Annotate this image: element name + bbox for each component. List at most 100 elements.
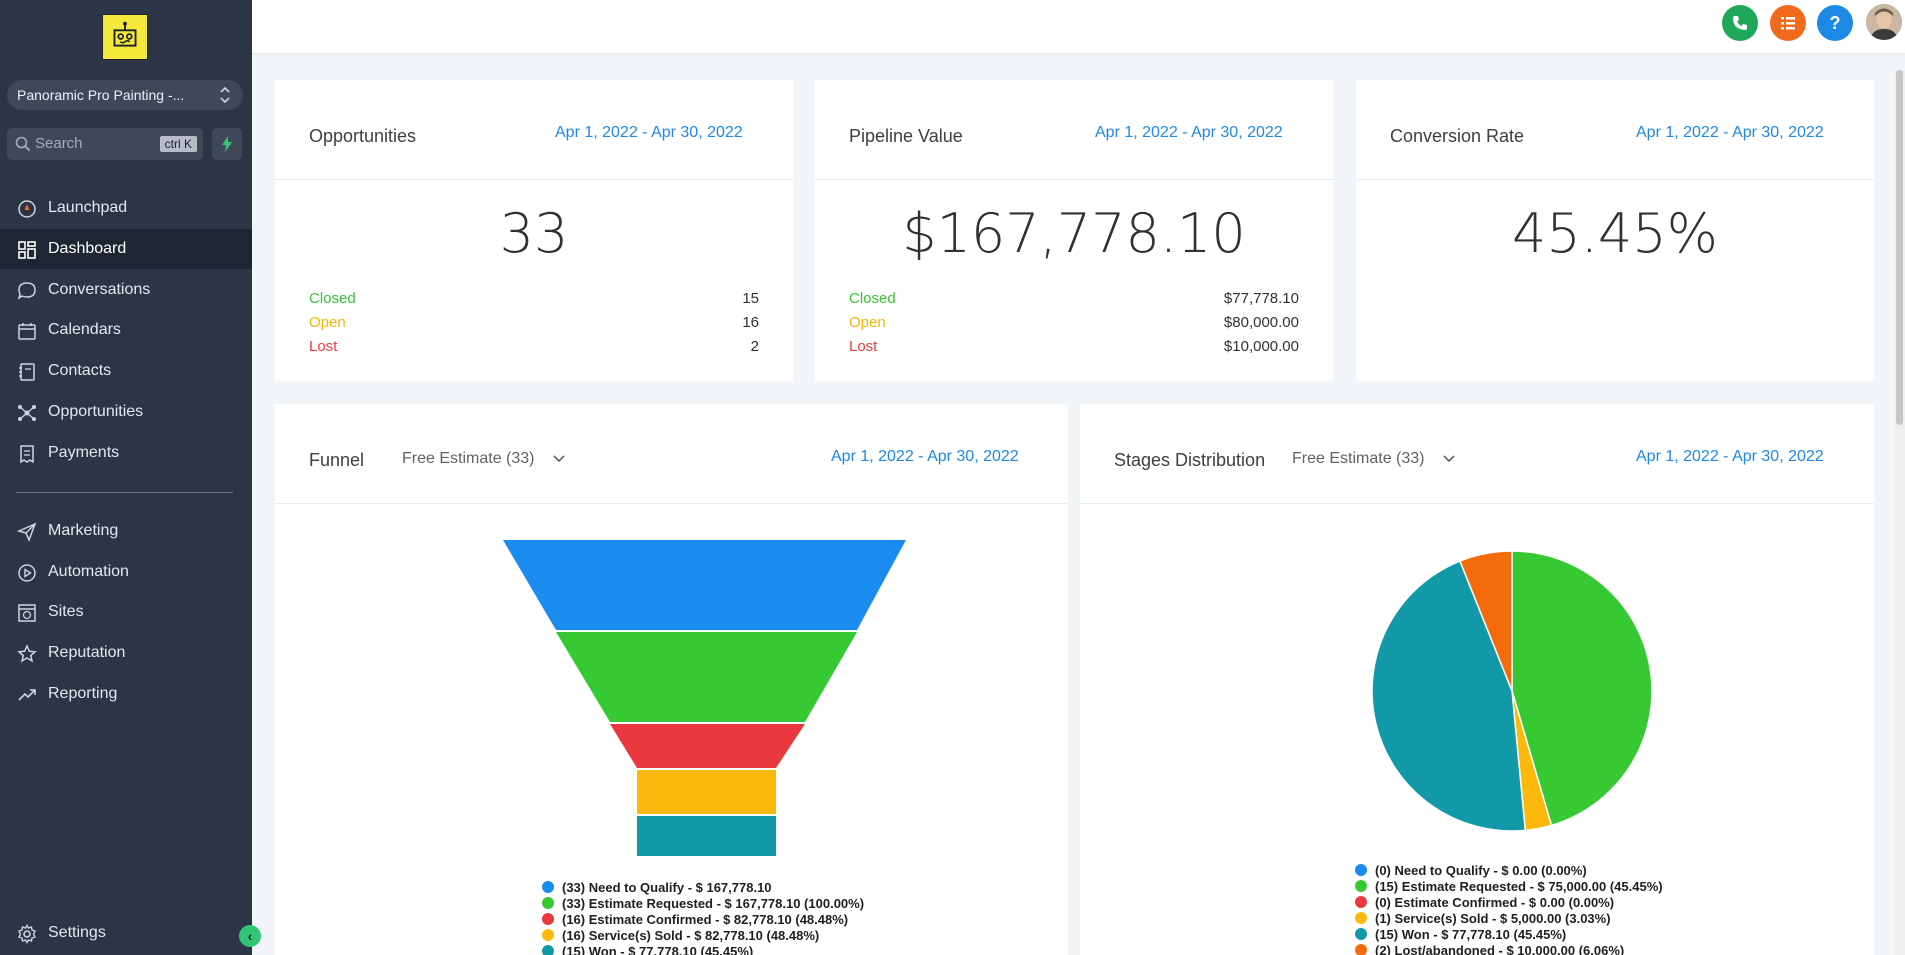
legend-label: (15) Won - $ 77,778.10 (45.45%) [1375,927,1567,942]
lost-value: 2 [750,338,759,355]
receipt-icon [20,445,34,464]
lost-label: Lost [849,338,878,355]
sidebar-item-label: Contacts [48,362,112,379]
legend-label: (16) Service(s) Sold - $ 82,778.10 (48.4… [562,928,820,943]
user-avatar[interactable] [1866,4,1902,40]
legend-label: (0) Need to Qualify - $ 0.00 (0.00%) [1375,863,1587,878]
search-shortcut: ctrl K [159,136,197,152]
sidebar-item-label: Automation [48,563,129,580]
open-label: Open [309,314,346,331]
sidebar: Panoramic Pro Painting -... Search ctrl … [0,0,252,955]
network-icon [18,405,36,421]
legend-dot [1355,864,1367,876]
account-switcher[interactable]: Panoramic Pro Painting -... [7,80,243,110]
grid-icon [18,241,36,259]
legend-dot [1355,880,1367,892]
sidebar-item-conversations[interactable]: Conversations [0,270,252,310]
funnel-chart [503,540,906,856]
legend-item[interactable]: (33) Estimate Requested - $ 167,778.10 (… [542,896,864,912]
star-icon [17,644,37,663]
opportunities-total: 33 [499,202,569,265]
pipeline-value-card: Pipeline Value Apr 1, 2022 - Apr 30, 202… [815,80,1333,381]
sidebar-item-label: Calendars [48,321,121,338]
contacts-book-icon [19,363,35,381]
open-value: 16 [742,314,759,331]
funnel-segment-estimate-confirmed[interactable] [610,724,805,768]
company-logo[interactable] [102,14,148,60]
sidebar-item-sites[interactable]: Sites [0,592,252,632]
page-scrollbar[interactable] [1894,70,1905,955]
legend-dot [542,929,554,941]
closed-value: $77,778.10 [1223,290,1299,307]
funnel-segment-estimate-requested[interactable] [556,632,857,722]
pie-slice-lost-abandoned[interactable] [1458,550,1513,692]
date-range-picker[interactable]: Apr 1, 2022 - Apr 30, 2022 [831,448,1019,465]
legend-label: (33) Estimate Requested - $ 167,778.10 (… [562,896,865,911]
sidebar-item-label: Reporting [48,685,118,702]
filter-value: Free Estimate (33) [402,450,535,467]
sidebar-item-label: Marketing [48,522,119,539]
sidebar-item-opportunities[interactable]: Opportunities [0,392,252,432]
date-range-picker[interactable]: Apr 1, 2022 - Apr 30, 2022 [1095,124,1283,141]
sidebar-item-launchpad[interactable]: Launchpad [0,188,252,228]
date-range-picker[interactable]: Apr 1, 2022 - Apr 30, 2022 [1636,448,1824,465]
legend-item[interactable]: (16) Service(s) Sold - $ 82,778.10 (48.4… [542,928,864,944]
quick-actions-button[interactable] [212,128,242,160]
trend-up-icon [18,689,36,701]
up-down-chevron-icon [220,86,230,104]
play-circle-icon [18,564,36,582]
sidebar-collapse-button[interactable]: ‹ [239,925,261,947]
calendar-icon [18,323,36,340]
sidebar-item-automation[interactable]: Automation [0,552,252,592]
list-icon [1781,17,1795,30]
legend-dot [542,945,554,955]
legend-item[interactable]: (0) Need to Qualify - $ 0.00 (0.00%) [1355,863,1663,879]
legend-dot [542,897,554,909]
legend-item[interactable]: (15) Estimate Requested - $ 75,000.00 (4… [1355,879,1663,895]
card-header: Pipeline Value Apr 1, 2022 - Apr 30, 202… [815,80,1333,180]
legend-item[interactable]: (1) Service(s) Sold - $ 5,000.00 (3.03%) [1355,911,1663,927]
legend-item[interactable]: (15) Won - $ 77,778.10 (45.45%) [1355,927,1663,943]
pipeline-filter-dropdown[interactable]: Free Estimate (33) [402,450,565,468]
phone-icon [1733,16,1747,30]
legend-item[interactable]: (16) Estimate Confirmed - $ 82,778.10 (4… [542,912,864,928]
sidebar-item-reputation[interactable]: Reputation [0,633,252,673]
scrollbar-thumb[interactable] [1896,70,1903,425]
sidebar-item-contacts[interactable]: Contacts [0,351,252,391]
sidebar-item-settings[interactable]: Settings [0,913,252,953]
closed-label: Closed [309,290,356,307]
chevron-down-icon [1443,455,1455,462]
card-header: Opportunities Apr 1, 2022 - Apr 30, 2022 [275,80,793,180]
card-header: Stages Distribution Free Estimate (33) A… [1080,404,1874,504]
sidebar-item-payments[interactable]: Payments [0,433,252,473]
sidebar-item-dashboard[interactable]: Dashboard [0,229,252,269]
card-title: Pipeline Value [849,126,963,146]
sidebar-item-reporting[interactable]: Reporting [0,674,252,714]
search-input[interactable]: Search ctrl K [7,128,203,160]
tasks-button[interactable] [1770,5,1806,41]
date-range-picker[interactable]: Apr 1, 2022 - Apr 30, 2022 [555,124,743,141]
legend-item[interactable]: (2) Lost/abandoned - $ 10,000.00 (6.06%) [1355,943,1663,955]
funnel-segment-won[interactable] [637,816,776,856]
sidebar-item-calendars[interactable]: Calendars [0,310,252,350]
sidebar-item-label: Opportunities [48,403,144,420]
pipeline-filter-dropdown[interactable]: Free Estimate (33) [1292,450,1455,468]
search-placeholder: Search [35,135,83,152]
legend-label: (15) Won - $ 77,778.10 (45.45%) [562,944,754,955]
question-icon: ? [1829,13,1841,33]
date-range-picker[interactable]: Apr 1, 2022 - Apr 30, 2022 [1636,124,1824,141]
phone-button[interactable] [1722,5,1758,41]
legend-item[interactable]: (15) Won - $ 77,778.10 (45.45%) [542,944,864,955]
sidebar-item-label: Payments [48,444,120,461]
help-button[interactable]: ? [1817,5,1853,41]
legend-label: (2) Lost/abandoned - $ 10,000.00 (6.06%) [1375,943,1625,955]
legend-item[interactable]: (33) Need to Qualify - $ 167,778.10 [542,880,864,896]
funnel-segment-need-to-qualify[interactable] [503,540,906,630]
paper-plane-icon [17,522,37,542]
sidebar-item-marketing[interactable]: Marketing [0,511,252,551]
legend-dot [1355,912,1367,924]
filter-value: Free Estimate (33) [1292,450,1425,467]
pie-slice-estimate-requested[interactable] [1511,550,1653,827]
funnel-segment-service-s-sold[interactable] [637,770,776,814]
legend-item[interactable]: (0) Estimate Confirmed - $ 0.00 (0.00%) [1355,895,1663,911]
